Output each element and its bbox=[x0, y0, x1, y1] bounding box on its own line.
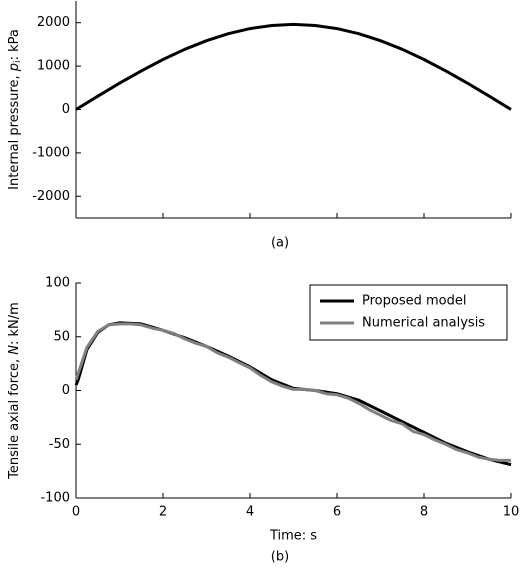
y-tick-label: -2000 bbox=[32, 189, 70, 204]
data-line bbox=[75, 22, 512, 111]
y-tick-label: 1000 bbox=[37, 59, 70, 74]
y-axis-label-part: Tensile axial force, bbox=[7, 355, 22, 480]
x-tick-label: 2 bbox=[159, 505, 167, 520]
y-axis-label-part: : kPa bbox=[7, 29, 22, 60]
y-axis-label-part: Internal pressure, bbox=[7, 71, 22, 190]
y-axis-label: Internal pressure, pi: kPa bbox=[7, 29, 23, 190]
y-axis-label-part: p bbox=[7, 63, 22, 72]
y-axis-label-part: N bbox=[7, 345, 22, 355]
y-tick-label: 0 bbox=[62, 102, 70, 117]
y-tick-label: -50 bbox=[49, 437, 70, 452]
legend-box bbox=[309, 284, 508, 341]
y-axis-label-part: : kN/m bbox=[7, 302, 22, 345]
y-axis-label-part: i bbox=[13, 60, 23, 63]
y-tick-label: 50 bbox=[53, 329, 70, 344]
y-tick-label: 0 bbox=[62, 383, 70, 398]
legend-label: Numerical analysis bbox=[362, 316, 485, 331]
y-tick-label: -100 bbox=[40, 491, 70, 506]
x-tick-label: 0 bbox=[72, 505, 80, 520]
x-tick-label: 4 bbox=[246, 505, 254, 520]
x-tick-label: 6 bbox=[333, 505, 341, 520]
y-tick-label: 2000 bbox=[37, 15, 70, 30]
y-tick-label: -1000 bbox=[32, 145, 70, 160]
legend-label: Proposed model bbox=[362, 294, 466, 309]
caption: (b) bbox=[271, 550, 289, 565]
y-tick-label: 100 bbox=[45, 276, 70, 291]
caption: (a) bbox=[271, 236, 289, 251]
data-line bbox=[74, 322, 511, 462]
x-tick-label: 10 bbox=[503, 505, 520, 520]
x-axis-label: Time: s bbox=[269, 529, 317, 544]
y-axis-label: Tensile axial force, N: kN/m bbox=[7, 302, 22, 480]
x-tick-label: 8 bbox=[420, 505, 428, 520]
